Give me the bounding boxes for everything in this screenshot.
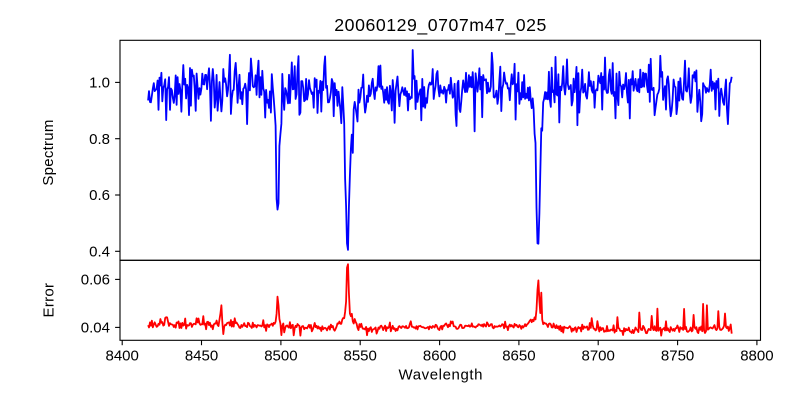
svg-text:0.4: 0.4: [89, 243, 110, 260]
svg-text:20060129_0707m47_025: 20060129_0707m47_025: [334, 15, 546, 36]
svg-text:0.06: 0.06: [81, 272, 110, 289]
svg-text:8800: 8800: [740, 347, 773, 364]
svg-text:0.8: 0.8: [89, 131, 110, 148]
svg-text:8500: 8500: [264, 347, 297, 364]
svg-text:8750: 8750: [661, 347, 694, 364]
svg-text:Spectrum: Spectrum: [40, 120, 57, 186]
svg-text:1.0: 1.0: [89, 75, 110, 92]
svg-text:Error: Error: [41, 283, 58, 318]
svg-text:8550: 8550: [344, 347, 377, 364]
svg-text:8650: 8650: [502, 347, 535, 364]
svg-text:8700: 8700: [582, 347, 615, 364]
svg-text:0.6: 0.6: [89, 187, 110, 204]
svg-text:Wavelength: Wavelength: [399, 367, 483, 384]
svg-text:8600: 8600: [423, 347, 456, 364]
svg-text:8450: 8450: [185, 347, 218, 364]
svg-text:0.04: 0.04: [81, 320, 110, 337]
svg-text:8400: 8400: [106, 347, 139, 364]
